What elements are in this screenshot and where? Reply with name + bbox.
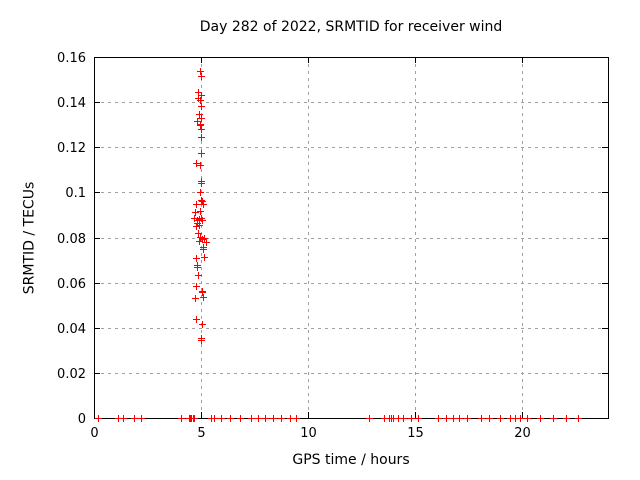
y-tick-label: 0.02 [57,367,86,382]
y-tick-label: 0.1 [65,186,86,201]
x-tick-label: 15 [407,426,424,441]
x-tick-label: 20 [514,426,531,441]
y-tick-label: 0.14 [57,96,86,111]
y-tick-label: 0.04 [57,322,86,337]
x-axis-label: GPS time / hours [292,452,410,468]
data-points [95,68,582,422]
axis-ticks [94,57,608,419]
y-tick-label: 0.12 [57,141,86,156]
y-tick-label: 0.16 [57,51,86,66]
y-tick-label: 0.08 [57,232,86,247]
chart-title: Day 282 of 2022, SRMTID for receiver win… [199,19,503,35]
y-tick-label: 0.06 [57,277,86,292]
x-tick-label: 5 [197,426,205,441]
grid-lines [94,57,608,418]
x-tick-label: 0 [90,426,98,441]
y-tick-label: 0 [78,412,86,427]
x-tick-label: 10 [300,426,317,441]
